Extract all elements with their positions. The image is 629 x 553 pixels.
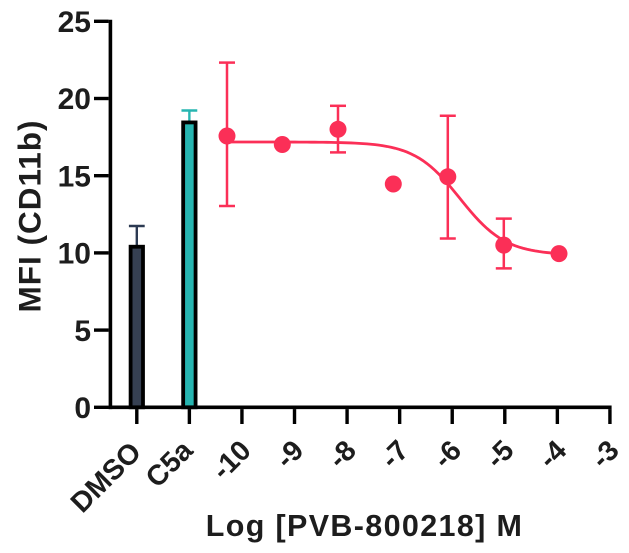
svg-text:MFI (CD11b): MFI (CD11b) [12, 119, 48, 312]
svg-text:25: 25 [58, 6, 91, 39]
svg-text:5: 5 [74, 315, 91, 348]
svg-text:Log [PVB-800218] M: Log [PVB-800218] M [206, 509, 524, 543]
svg-text:20: 20 [58, 83, 91, 116]
svg-text:0: 0 [74, 392, 91, 425]
svg-text:15: 15 [58, 160, 91, 193]
svg-text:10: 10 [58, 238, 91, 271]
